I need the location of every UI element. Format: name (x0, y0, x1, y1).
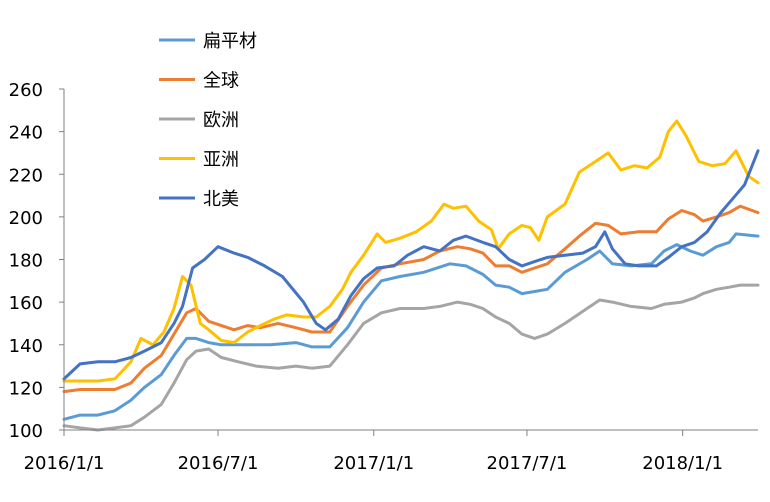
y-tick-label: 220 (9, 165, 43, 186)
series-line-4 (62, 149, 760, 381)
y-tick-label: 180 (9, 251, 43, 272)
series-line-2 (62, 283, 760, 432)
y-tick-label: 160 (9, 293, 43, 314)
axes: 100 120 140 160 180 200 220 240 260 2016/1/1 2016/… (9, 80, 758, 474)
y-tick-label: 200 (9, 208, 43, 229)
legend-label: 全球 (203, 71, 239, 92)
y-tick-label: 100 (9, 421, 43, 442)
series-line-1 (62, 204, 760, 394)
series-line-3 (62, 119, 760, 383)
legend-label: 亚洲 (203, 150, 239, 171)
x-tick-label: 2017/7/1 (487, 453, 568, 474)
x-tick-label: 2016/1/1 (24, 453, 105, 474)
y-tick-label: 140 (9, 336, 43, 357)
y-tick-label: 240 (9, 123, 43, 144)
y-tick-label: 260 (9, 80, 43, 101)
legend-label: 欧洲 (203, 110, 239, 131)
series-line-0 (62, 232, 760, 421)
legend-label: 北美 (203, 189, 239, 210)
legend-label: 扁平材 (203, 31, 257, 52)
x-tick-label: 2016/7/1 (178, 453, 259, 474)
series-lines (62, 119, 760, 432)
x-tick-label: 2017/1/1 (333, 453, 414, 474)
y-tick-label: 120 (9, 378, 43, 399)
x-tick-label: 2018/1/1 (642, 453, 723, 474)
